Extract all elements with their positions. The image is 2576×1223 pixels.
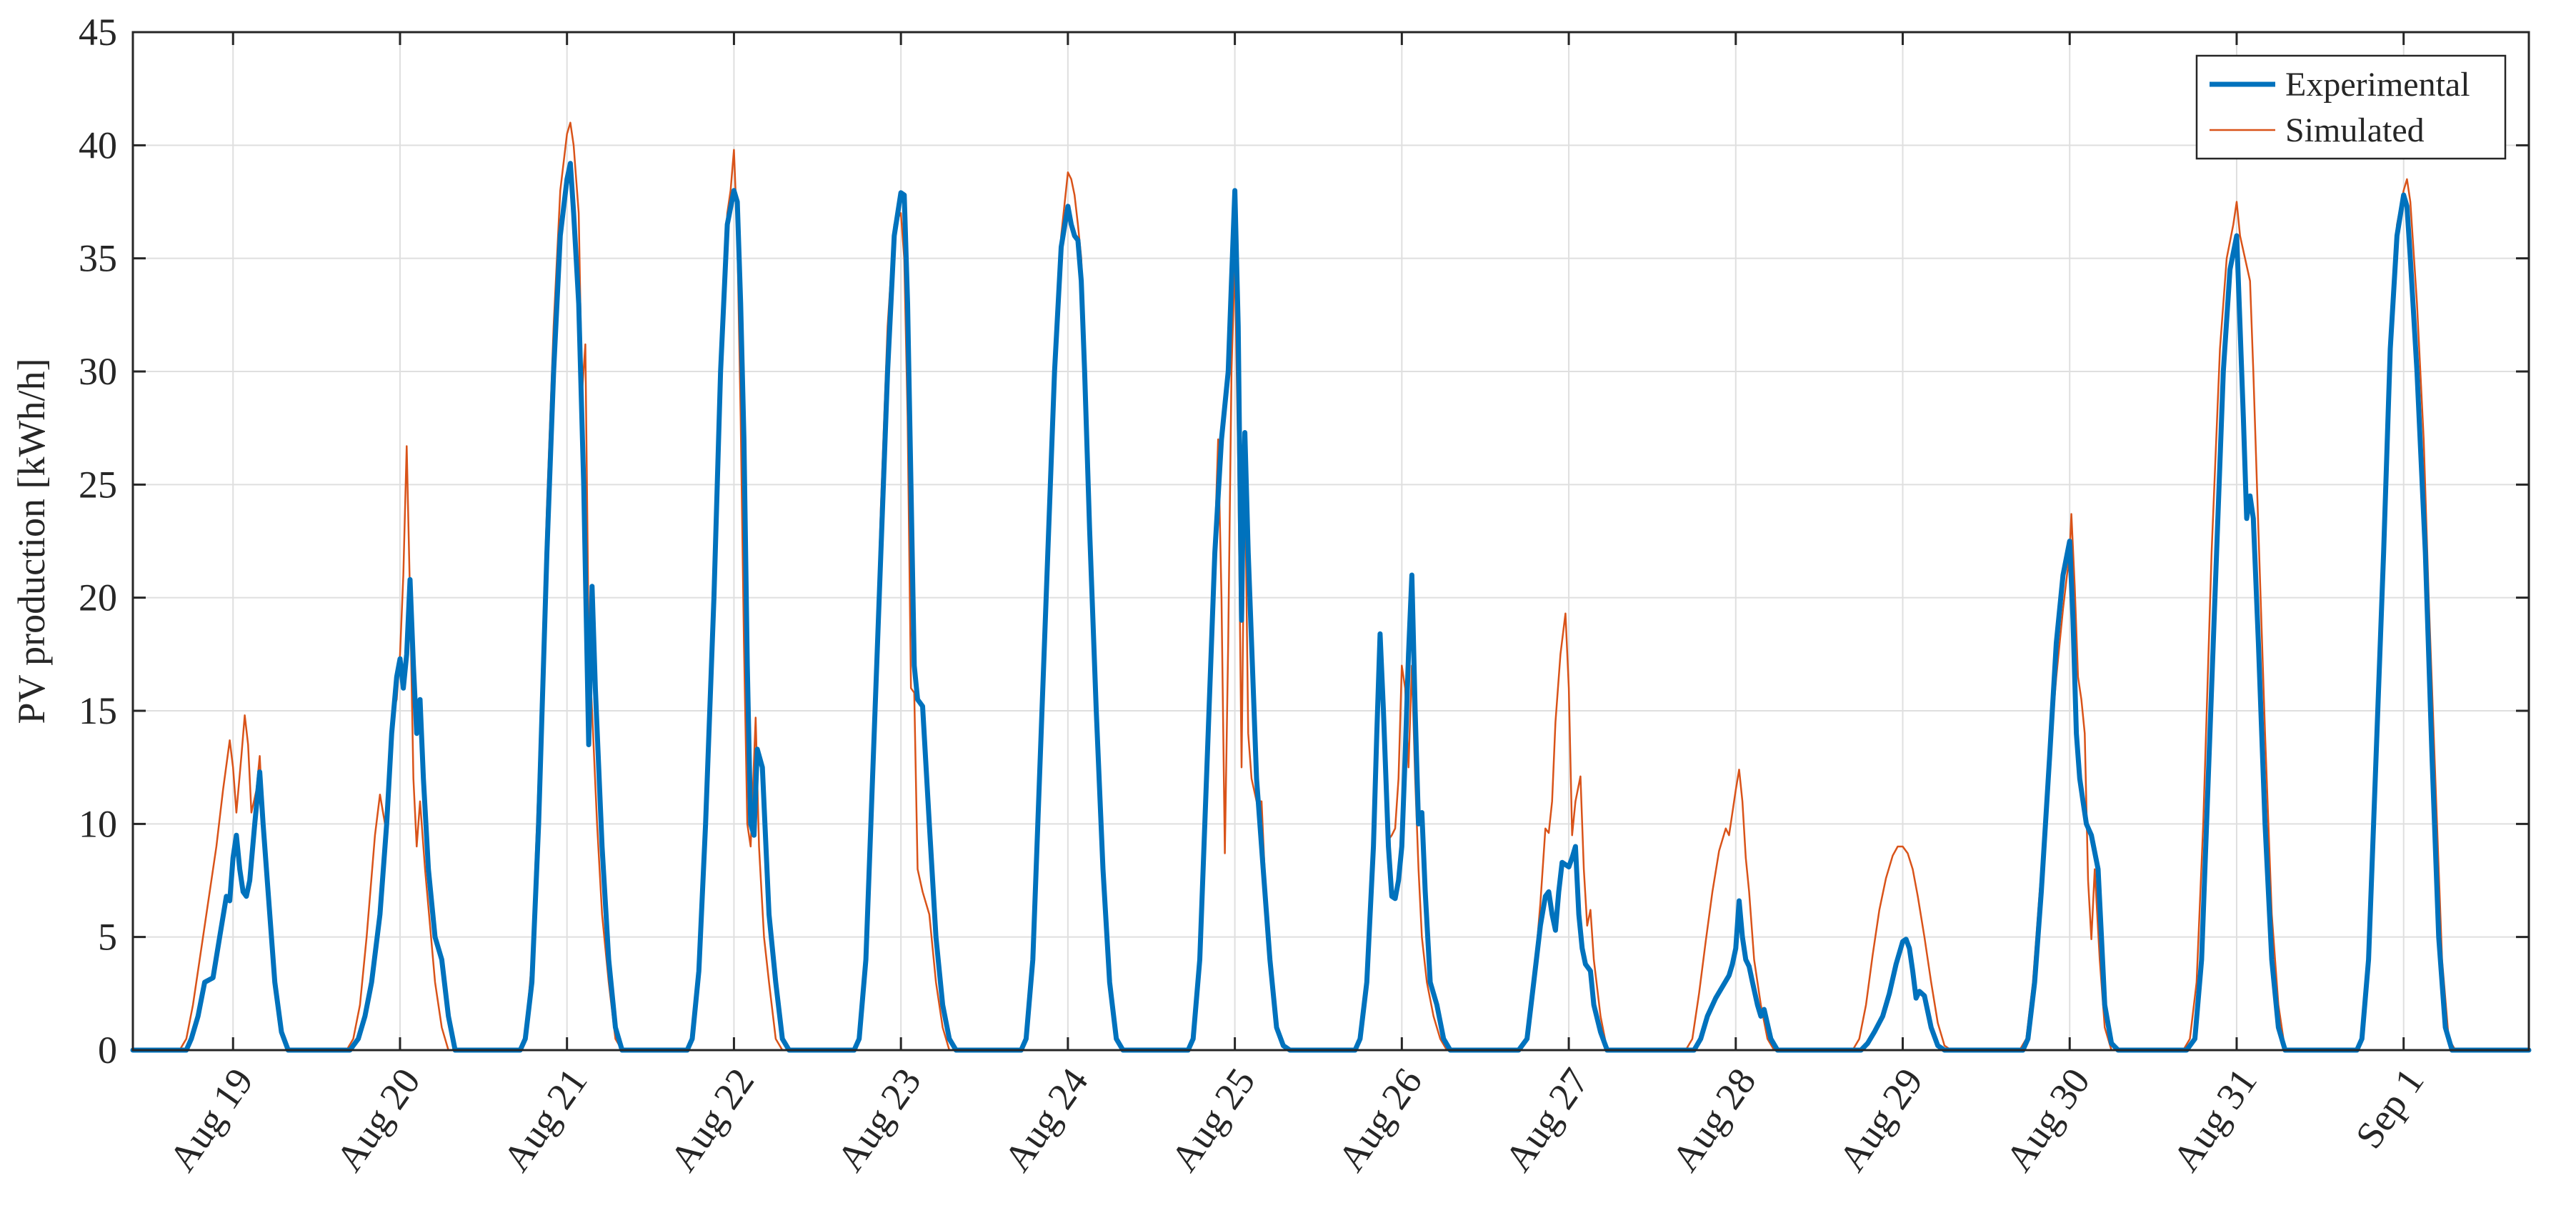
- y-tick-label: 35: [79, 237, 117, 280]
- y-tick-label: 10: [79, 802, 117, 845]
- y-axis-label: PV production [kWh/h]: [10, 359, 53, 724]
- y-tick-label: 30: [79, 350, 117, 393]
- legend-label-experimental: Experimental: [2285, 66, 2470, 104]
- axes-box: [131, 31, 2530, 1052]
- y-tick-label: 45: [79, 11, 117, 54]
- y-tick-label: 25: [79, 463, 117, 506]
- series-line-experimental: [130, 161, 2532, 1053]
- series-lines: [130, 121, 2532, 1053]
- y-tick-label: 0: [98, 1029, 117, 1072]
- legend: Experimental Simulated: [2195, 54, 2507, 160]
- legend-label-simulated: Simulated: [2285, 111, 2425, 149]
- y-tick-label: 15: [79, 689, 117, 732]
- y-tick-label: 5: [98, 916, 117, 959]
- y-tick-label: 20: [79, 576, 117, 619]
- legend-box: [2195, 54, 2507, 160]
- y-tick-label: 40: [79, 124, 117, 166]
